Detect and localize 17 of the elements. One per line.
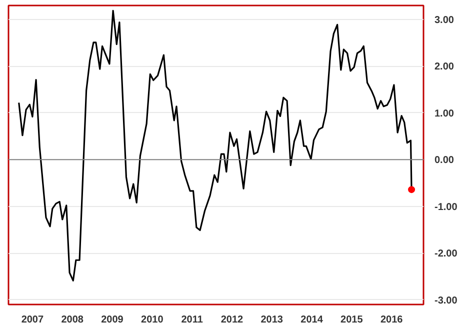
x-tick-label: 2009 <box>101 314 124 326</box>
y-tick-label: -3.00 <box>434 295 458 306</box>
y-tick-label: -1.00 <box>434 202 458 213</box>
x-tick-label: 2011 <box>181 314 204 326</box>
y-tick-label: 3.00 <box>434 15 454 26</box>
y-tick-label: 1.00 <box>434 108 454 120</box>
x-tick-label: 2015 <box>340 314 364 326</box>
y-tick-label: -2.00 <box>434 248 458 260</box>
x-tick-label: 2012 <box>220 314 244 326</box>
y-tick-label: 2.00 <box>434 62 454 73</box>
x-tick-label: 2013 <box>260 314 284 326</box>
x-tick-label: 2008 <box>61 314 84 326</box>
x-tick-label: 2010 <box>141 314 164 326</box>
x-tick-label: 2016 <box>380 314 404 326</box>
y-tick-label: 0.00 <box>434 155 454 166</box>
x-tick-label: 2014 <box>300 314 324 326</box>
x-tick-label: 2007 <box>21 314 44 326</box>
